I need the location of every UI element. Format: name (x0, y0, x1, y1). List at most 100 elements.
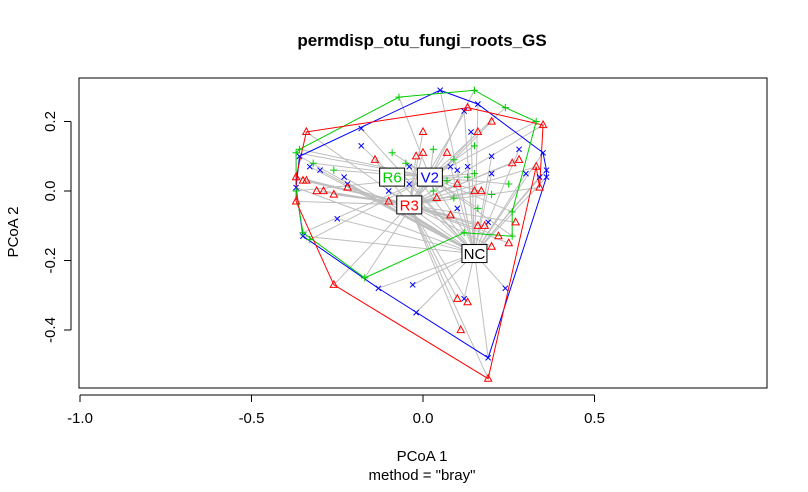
point-v2-10 (460, 229, 468, 237)
point-r3-22 (473, 126, 483, 136)
centroid-label-box-nc (461, 244, 488, 264)
plot-border (78, 77, 768, 389)
spoke-r3-13 (408, 204, 462, 331)
spoke-v2-2 (296, 176, 430, 192)
point-nc-4 (543, 167, 550, 174)
point-r3-38 (452, 179, 462, 188)
spoke-r3-0 (409, 124, 544, 206)
point-v2-21 (463, 173, 472, 181)
spoke-r3-22 (408, 131, 479, 206)
point-nc-15 (306, 163, 313, 170)
point-nc-3 (540, 149, 547, 156)
spoke-v2-13 (313, 162, 430, 178)
point-r3-27 (411, 151, 421, 160)
point-v2-22 (474, 204, 482, 212)
point-v2-0 (395, 93, 403, 101)
point-r3-7 (312, 185, 322, 195)
point-r3-36 (473, 220, 483, 229)
point-r3-26 (432, 192, 442, 202)
spoke-v2-4 (299, 148, 430, 178)
x-tick-label-2: 0.0 (413, 410, 434, 427)
point-nc-12 (502, 285, 509, 292)
point-nc-24 (488, 153, 495, 160)
point-v2-1 (470, 86, 479, 94)
point-v2-25 (429, 187, 437, 195)
point-v2-16 (429, 145, 437, 153)
spoke-v2-7 (302, 176, 431, 234)
spoke-nc-3 (474, 152, 544, 254)
spoke-r3-1 (306, 131, 410, 206)
spoke-nc-6 (295, 187, 475, 255)
spoke-r3-17 (409, 166, 537, 206)
centroid-label-v2: V2 (421, 170, 439, 187)
x-tick-label-0: -1.0 (67, 410, 93, 427)
point-nc-27 (464, 163, 471, 170)
point-v2-20 (505, 180, 513, 188)
spoke-nc-9 (378, 253, 475, 289)
point-nc-22 (461, 108, 468, 115)
point-nc-30 (536, 174, 543, 181)
point-r3-32 (418, 147, 428, 156)
spoke-nc-37 (449, 166, 475, 254)
spoke-v2-11 (429, 176, 513, 237)
point-v2-23 (443, 176, 451, 185)
x-tick-label-1: -0.5 (239, 410, 265, 427)
point-nc-31 (385, 188, 392, 194)
point-v2-18 (470, 142, 479, 150)
point-nc-13 (358, 125, 365, 132)
centroid-label-r6: R6 (383, 170, 402, 187)
spoke-nc-8 (473, 253, 489, 358)
centroid-label-box-r3 (396, 195, 423, 215)
y-tick-label-3: 0.2 (42, 111, 59, 132)
point-r3-16 (511, 217, 521, 226)
point-r3-25 (445, 210, 455, 219)
spoke-nc-35 (474, 173, 527, 254)
point-r3-6 (301, 175, 311, 184)
point-r3-17 (531, 161, 541, 170)
point-r3-33 (442, 147, 452, 156)
point-nc-35 (522, 170, 529, 177)
point-r3-14 (487, 241, 497, 250)
point-v2-13 (309, 159, 317, 167)
y-tick-label-0: -0.4 (42, 317, 59, 343)
chart-title: permdisp_otu_fungi_roots_GS (297, 31, 546, 50)
point-nc-21 (406, 163, 413, 170)
point-r3-10 (483, 373, 493, 382)
spoke-nc-5 (474, 176, 547, 254)
point-nc-1 (296, 153, 303, 160)
point-v2-2 (292, 187, 300, 195)
y-tick-label-2: 0.0 (42, 181, 59, 202)
point-nc-11 (409, 281, 416, 288)
point-r3-1 (301, 126, 311, 136)
point-r3-13 (456, 324, 466, 334)
point-v2-26 (450, 194, 458, 202)
point-r3-9 (329, 279, 339, 288)
point-r3-28 (370, 154, 380, 163)
point-nc-10 (413, 309, 420, 316)
spoke-r3-14 (409, 204, 492, 248)
spoke-r3-11 (408, 204, 458, 299)
point-r3-35 (494, 231, 503, 240)
x-tick-label-3: 0.5 (584, 410, 605, 427)
point-v2-3 (292, 149, 300, 157)
point-r3-20 (514, 154, 524, 163)
point-v2-4 (295, 145, 304, 153)
point-v2-9 (361, 274, 369, 282)
point-r3-24 (480, 220, 490, 229)
point-v2-11 (508, 232, 516, 240)
spoke-v2-3 (296, 152, 430, 178)
point-v2-5 (501, 104, 509, 112)
point-r3-11 (452, 293, 462, 302)
point-r3-15 (504, 238, 514, 247)
point-nc-14 (358, 142, 365, 149)
point-nc-25 (516, 146, 522, 153)
point-r3-12 (463, 297, 473, 306)
point-nc-26 (454, 205, 461, 212)
point-nc-36 (454, 167, 461, 174)
x-axis-label: PCoA 1 (397, 448, 448, 465)
y-axis-label: PCoA 2 (5, 207, 22, 258)
spoke-v2-6 (429, 121, 537, 178)
point-r3-21 (487, 116, 497, 125)
